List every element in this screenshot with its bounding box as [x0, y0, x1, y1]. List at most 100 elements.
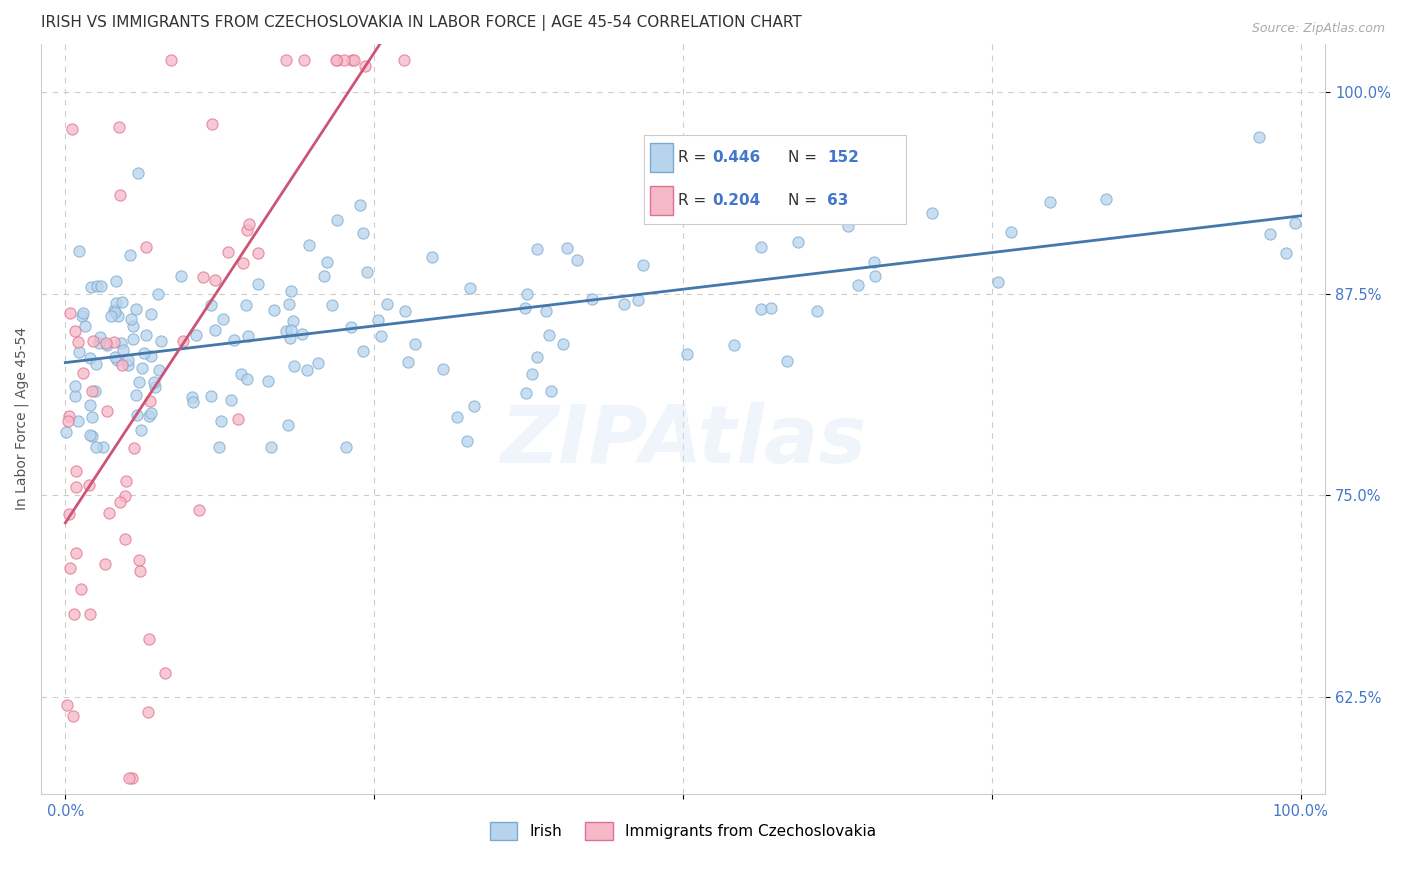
Point — [231, 367, 253, 381]
Point — [58, 409, 80, 423]
Point — [316, 254, 339, 268]
Point — [118, 248, 141, 262]
Point — [217, 244, 239, 259]
Point — [567, 252, 589, 267]
Text: 152: 152 — [827, 150, 859, 165]
Point — [58, 414, 80, 428]
Point — [79, 607, 101, 621]
Point — [333, 53, 356, 67]
Point — [343, 53, 366, 67]
Point — [219, 392, 242, 407]
Point — [90, 278, 112, 293]
Point — [349, 198, 371, 212]
Point — [200, 297, 222, 311]
Point — [59, 306, 82, 320]
Point — [128, 375, 150, 389]
Text: Source: ZipAtlas.com: Source: ZipAtlas.com — [1251, 22, 1385, 36]
Point — [863, 268, 886, 283]
Point — [326, 53, 349, 67]
Point — [298, 238, 321, 252]
Point — [278, 330, 301, 344]
Point — [72, 366, 94, 380]
Point — [238, 217, 260, 231]
Point — [292, 53, 315, 67]
Point — [70, 582, 93, 596]
Point — [295, 363, 318, 377]
Point — [141, 406, 163, 420]
Point — [91, 440, 114, 454]
Point — [82, 334, 104, 348]
Point — [120, 311, 142, 326]
Point — [149, 334, 172, 348]
Point — [55, 698, 77, 713]
Point — [105, 352, 128, 367]
Point — [785, 171, 807, 186]
Point — [110, 187, 132, 202]
Point — [1247, 129, 1270, 144]
Point — [135, 240, 157, 254]
Point — [432, 362, 454, 376]
Point — [55, 425, 77, 439]
Point — [263, 302, 285, 317]
Point — [775, 354, 797, 368]
Text: N =: N = — [789, 193, 823, 208]
Point — [72, 305, 94, 319]
Point — [80, 279, 103, 293]
Point — [863, 254, 886, 268]
Point — [276, 53, 298, 67]
Point — [1284, 216, 1306, 230]
Point — [232, 256, 254, 270]
Point — [247, 277, 270, 292]
Point — [307, 356, 329, 370]
Point — [446, 409, 468, 424]
Point — [58, 507, 80, 521]
Text: 0.204: 0.204 — [713, 193, 761, 208]
Point — [321, 297, 343, 311]
Point — [325, 53, 347, 67]
Legend: Irish, Immigrants from Czechoslovakia: Irish, Immigrants from Czechoslovakia — [484, 815, 882, 847]
Point — [921, 205, 943, 219]
Point — [723, 338, 745, 352]
Point — [84, 440, 107, 454]
Point — [526, 351, 548, 365]
Point — [138, 409, 160, 423]
Point — [458, 281, 481, 295]
Point — [200, 389, 222, 403]
Point — [291, 327, 314, 342]
Point — [94, 335, 117, 350]
Text: IRISH VS IMMIGRANTS FROM CZECHOSLOVAKIA IN LABOR FORCE | AGE 45-54 CORRELATION C: IRISH VS IMMIGRANTS FROM CZECHOSLOVAKIA … — [41, 15, 801, 31]
Point — [65, 546, 87, 560]
Point — [235, 223, 257, 237]
Point — [132, 346, 155, 360]
Point — [260, 440, 283, 454]
Point — [534, 304, 557, 318]
Point — [626, 293, 648, 307]
Point — [65, 480, 87, 494]
Point — [125, 302, 148, 317]
Point — [112, 343, 135, 358]
Point — [87, 336, 110, 351]
Point — [513, 301, 536, 316]
Text: 63: 63 — [827, 193, 849, 208]
Point — [375, 297, 398, 311]
Point — [143, 380, 166, 394]
Point — [136, 705, 159, 719]
Point — [555, 241, 578, 255]
Point — [79, 477, 101, 491]
Point — [148, 286, 170, 301]
Point — [283, 359, 305, 373]
Point — [103, 302, 125, 317]
Point — [153, 665, 176, 680]
Point — [73, 318, 96, 333]
Point — [139, 394, 162, 409]
Point — [370, 329, 392, 343]
Point — [96, 403, 118, 417]
Point — [222, 334, 245, 348]
Point — [188, 502, 211, 516]
Point — [117, 358, 139, 372]
Point — [148, 362, 170, 376]
Text: N =: N = — [789, 150, 823, 165]
Point — [352, 344, 374, 359]
Point — [111, 358, 134, 372]
Point — [129, 423, 152, 437]
